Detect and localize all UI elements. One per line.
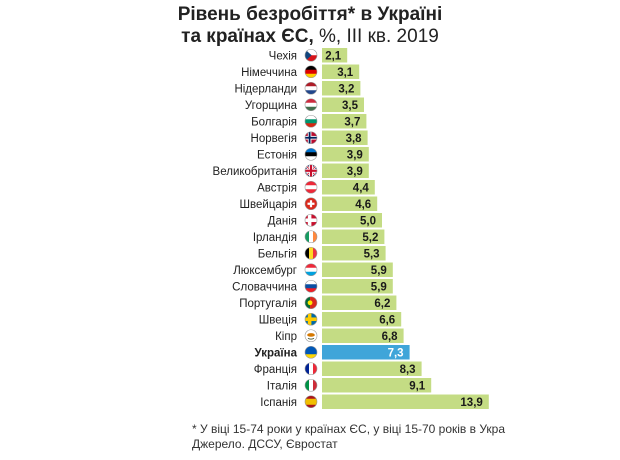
bar: [322, 196, 378, 211]
chart-title: Рівень безробіття* в Україні та країнах …: [0, 4, 620, 48]
value-label: 3,9: [347, 166, 363, 178]
value-label: 3,9: [347, 149, 363, 161]
bar: [322, 64, 360, 79]
flag-pt-icon: [304, 296, 318, 310]
flag-it-icon: [304, 378, 318, 392]
bar: [322, 361, 422, 376]
value-label: 3,5: [342, 100, 359, 112]
category-label: Німеччина: [241, 67, 298, 79]
flag-ie-icon: [304, 230, 318, 244]
bar: [322, 378, 432, 393]
value-label: 3,7: [344, 116, 360, 128]
category-label: Швейцарія: [240, 199, 298, 211]
category-label: Нідерланди: [234, 83, 297, 95]
flag-lu-icon: [304, 263, 318, 277]
flag-bg-icon: [304, 114, 318, 128]
category-label: Бельгія: [258, 248, 297, 260]
bar: [322, 147, 369, 162]
category-label: Франція: [254, 364, 297, 376]
value-label: 5,2: [362, 232, 378, 244]
category-label: Угорщина: [245, 100, 298, 112]
flag-ua-icon: [304, 345, 318, 359]
category-label: Люксембург: [233, 265, 297, 277]
title-line-2: та країнах ЄС, %, III кв. 2019: [0, 26, 620, 48]
value-label: 5,9: [371, 281, 387, 293]
category-label: Швеція: [259, 314, 297, 326]
flag-cy-icon: [304, 329, 318, 343]
flag-cz-icon: [304, 48, 318, 62]
flag-nl-icon: [304, 81, 318, 95]
category-label: Естонія: [257, 149, 297, 161]
flag-be-icon: [304, 246, 318, 260]
value-label: 6,2: [374, 298, 390, 310]
flag-no-icon: [304, 131, 318, 145]
flag-gb-icon: [304, 164, 318, 178]
value-label: 6,6: [379, 314, 395, 326]
value-label: 7,3: [388, 347, 404, 359]
title-line-1: Рівень безробіття* в Україні: [177, 4, 443, 25]
value-label: 5,9: [371, 265, 387, 277]
bar: [322, 279, 393, 294]
flag-fr-icon: [304, 362, 318, 376]
bar: [322, 163, 369, 178]
bar: [322, 295, 397, 310]
category-label: Чехія: [269, 50, 297, 62]
value-label: 3,1: [337, 67, 354, 79]
flag-es-icon: [304, 395, 318, 409]
value-label: 4,6: [355, 199, 371, 211]
bar: [322, 213, 382, 228]
value-label: 6,8: [382, 331, 399, 343]
category-label: Австрія: [257, 182, 297, 194]
bar: [322, 328, 404, 343]
value-label: 3,8: [346, 133, 363, 145]
footnote: * У віці 15-74 роки у країнах ЄС, у віці…: [192, 422, 620, 452]
value-label: 5,0: [360, 215, 376, 227]
footnote-source: Джерело. ДССУ, Євростат: [192, 437, 338, 451]
value-label: 5,3: [364, 248, 380, 260]
category-label: Кіпр: [275, 331, 297, 343]
flag-de-icon: [304, 65, 318, 79]
category-label: Норвегія: [251, 133, 297, 145]
bar: [322, 114, 367, 129]
bar: [322, 81, 361, 96]
bar: [322, 246, 386, 261]
bar: [322, 48, 348, 63]
bar: [322, 312, 402, 327]
bar: [322, 262, 393, 277]
flag-ch-icon: [304, 197, 318, 211]
category-label: Італія: [267, 380, 297, 392]
flag-at-icon: [304, 180, 318, 194]
category-label: Іспанія: [260, 397, 297, 409]
category-label: Португалія: [239, 298, 297, 310]
category-label: Болгарія: [251, 116, 297, 128]
flag-ee-icon: [304, 147, 318, 161]
title-line-2-bold: та країнах ЄС,: [181, 26, 314, 47]
category-label: Україна: [255, 347, 298, 359]
category-label: Словаччина: [232, 281, 297, 293]
flag-dk-icon: [304, 213, 318, 227]
flag-hu-icon: [304, 98, 318, 112]
flag-se-icon: [304, 312, 318, 326]
bar: [322, 345, 410, 360]
bar: [322, 97, 364, 112]
category-label: Великобританія: [213, 166, 297, 178]
value-label: 2,1: [325, 50, 342, 62]
category-label: Данія: [268, 215, 297, 227]
bar: [322, 229, 385, 244]
bar: [322, 394, 489, 409]
value-label: 9,1: [409, 380, 426, 392]
flag-sk-icon: [304, 279, 318, 293]
bar: [322, 130, 368, 145]
bar: [322, 180, 375, 195]
value-label: 3,2: [338, 83, 354, 95]
title-line-2-rest: %, III кв. 2019: [313, 26, 439, 47]
value-label: 8,3: [400, 364, 416, 376]
value-label: 13,9: [460, 397, 482, 409]
value-label: 4,4: [353, 182, 370, 194]
category-label: Ірландія: [253, 232, 297, 244]
footnote-note: * У віці 15-74 роки у країнах ЄС, у віці…: [192, 422, 506, 436]
